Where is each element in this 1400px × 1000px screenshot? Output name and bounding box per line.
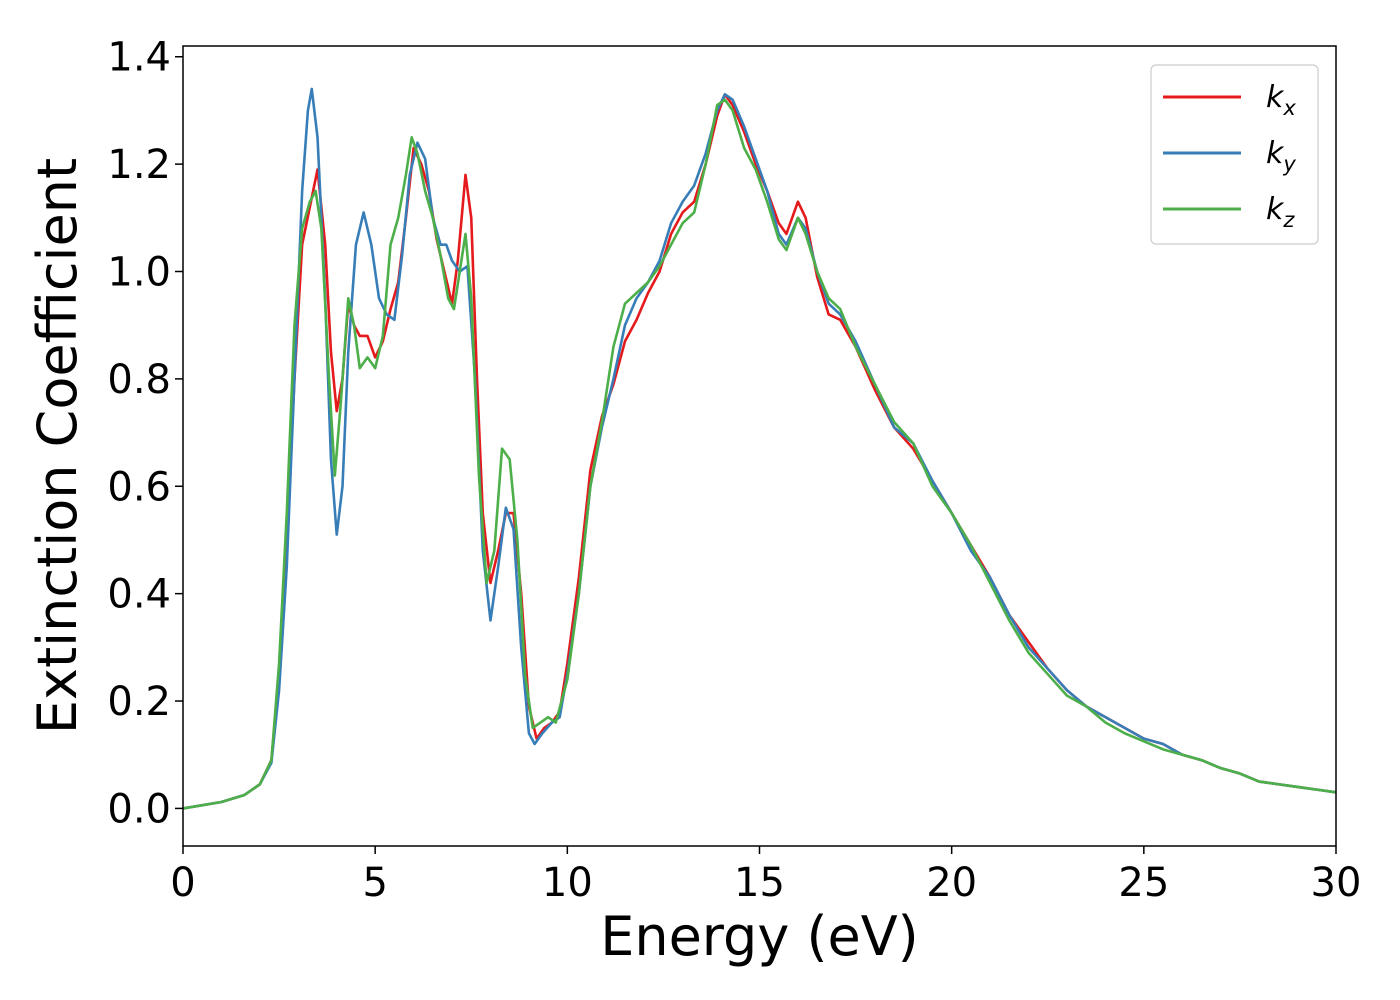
x-tick-label: 0 <box>170 860 195 906</box>
plot-lines <box>183 87 1336 810</box>
x-tick-label: 20 <box>926 860 977 906</box>
x-tick-label: 30 <box>1311 860 1362 906</box>
legend-subscript: z <box>1282 208 1295 232</box>
series-line-kz <box>183 98 1336 810</box>
y-tick-label: 0.6 <box>107 464 171 510</box>
y-axis: 0.0 0.2 0.4 0.6 0.8 1.0 1.2 1.4 <box>107 35 183 832</box>
y-tick-label: 1.4 <box>107 35 171 81</box>
legend-subscript: x <box>1282 96 1296 120</box>
x-tick-label: 15 <box>734 860 785 906</box>
x-tick-label: 10 <box>542 860 593 906</box>
x-tick-label: 5 <box>362 860 387 906</box>
y-tick-label: 0.8 <box>107 357 171 403</box>
x-tick-label: 25 <box>1118 860 1169 906</box>
x-axis: 0 5 10 15 20 25 30 <box>170 846 1361 906</box>
y-tick-label: 0.4 <box>107 572 171 618</box>
legend-subscript: y <box>1282 152 1296 176</box>
y-tick-label: 0.0 <box>107 786 171 832</box>
y-axis-title: Extinction Coefficient <box>26 158 89 734</box>
y-tick-label: 0.2 <box>107 679 171 725</box>
x-axis-title: Energy (eV) <box>600 905 919 968</box>
y-tick-label: 1.0 <box>107 250 171 296</box>
y-tick-label: 1.2 <box>107 142 171 188</box>
